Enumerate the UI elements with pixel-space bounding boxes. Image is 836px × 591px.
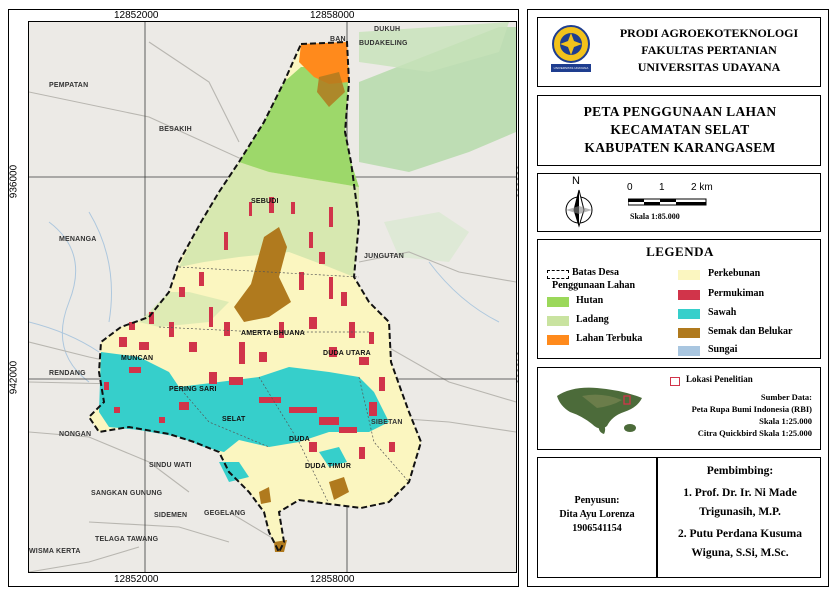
author-name: Dita Ayu Lorenza: [559, 509, 635, 520]
supervisor-heading: Pembimbing:: [706, 465, 774, 477]
north-arrow-icon: [565, 189, 593, 228]
grid-label-top-2: 12858000: [310, 10, 355, 21]
grid-label-left-2: 942000: [8, 360, 20, 395]
grid-label-left-1: 936000: [8, 164, 20, 199]
legend-ladang-label: Ladang: [576, 314, 609, 325]
landuse-permukiman: [104, 197, 395, 459]
legend-sungai-label: Sungai: [708, 344, 738, 355]
map-canvas: [29, 22, 516, 572]
grid-label-bottom-1: 12852000: [114, 574, 159, 585]
credits-panel: Penyusun: Dita Ayu Lorenza 1906541154 Pe…: [537, 457, 821, 578]
source-2: Citra Quickbird Skala 1:25.000: [697, 428, 812, 438]
place-besakih: BESAKIH: [159, 126, 192, 133]
legend-permukiman-label: Permukiman: [708, 288, 765, 299]
legend-landuse-heading: Penggunaan Lahan: [552, 280, 636, 291]
place-sidemen: SIDEMEN: [154, 512, 188, 519]
legend-hutan-label: Hutan: [576, 295, 604, 306]
scale-bar: [628, 198, 707, 206]
place-duda-timur: DUDA TIMUR: [305, 463, 352, 470]
grid-label-top-1: 12852000: [114, 10, 159, 21]
credits-divider: [656, 458, 658, 577]
grid-label-bottom-2: 12858000: [310, 574, 355, 585]
place-gegelang: GEGELANG: [204, 510, 246, 517]
place-sebudi: SEBUDI: [251, 198, 279, 205]
study-location-marker: [623, 395, 631, 405]
place-wisma-kerta: WISMA KERTA: [29, 548, 81, 555]
scale-tick-0: 0: [627, 182, 633, 193]
place-sangkan-gunung: SANGKAN GUNUNG: [91, 490, 163, 497]
place-rendang: RENDANG: [49, 370, 86, 377]
place-jungutan: JUNGUTAN: [364, 253, 404, 260]
place-pempatan: PEMPATAN: [49, 82, 89, 89]
logo-caption: UNIVERSITAS UDAYANA: [553, 66, 589, 70]
place-menanga: MENANGA: [59, 236, 97, 243]
map-title-line-3: KABUPATEN KARANGASEM: [584, 140, 776, 155]
scale-text: Skala 1:85.000: [630, 212, 680, 221]
scale-tick-2: 2 km: [691, 182, 713, 193]
legend-boundary-swatch: [547, 270, 569, 279]
supervisor-line-4: Wiguna, S.Si, M.Sc.: [691, 547, 789, 559]
place-pering-sari: PERING SARI: [169, 386, 217, 393]
place-telaga-tawang: TELAGA TAWANG: [95, 536, 159, 543]
author-id: 1906541154: [572, 523, 622, 534]
scale-tick-1: 1: [659, 182, 665, 193]
author-heading: Penyusun:: [574, 495, 620, 506]
legend-perkebunan-swatch: [678, 270, 700, 280]
institution-panel: UNIVERSITAS UDAYANA PRODI AGROEKOTEKNOLO…: [537, 17, 821, 87]
legend-title: LEGENDA: [646, 244, 714, 259]
location-marker-swatch: [670, 377, 680, 386]
scale-panel: N 0 1 2 km Skala 1:85.000: [537, 173, 821, 232]
bali-inset-map: [552, 376, 652, 436]
place-muncan: MUNCAN: [121, 355, 154, 362]
place-ban: BAN: [330, 36, 346, 43]
land-use-map[interactable]: BAN DUKUH BUDAKELING PEMPATAN BESAKIH SE…: [28, 21, 517, 573]
institution-line-2: FAKULTAS PERTANIAN: [641, 43, 777, 57]
legend-perkebunan-label: Perkebunan: [708, 268, 761, 279]
map-title-line-1: PETA PENGGUNAAN LAHAN: [583, 104, 777, 119]
legend-semak-label: Semak dan Belukar: [708, 326, 793, 337]
basemap-forest-east: [359, 27, 516, 172]
legend-lahan-terbuka-swatch: [547, 335, 569, 345]
source-heading: Sumber Data:: [760, 392, 812, 402]
institution-line-3: UNIVERSITAS UDAYANA: [637, 60, 781, 74]
place-duda-utara: DUDA UTARA: [323, 350, 371, 357]
place-selat: SELAT: [222, 416, 246, 423]
supervisor-line-2: Trigunasih, M.P.: [699, 506, 781, 518]
landuse-sawah: [99, 352, 389, 452]
location-panel: Lokasi Penelitian Sumber Data: Peta Rupa…: [537, 367, 821, 450]
university-logo: [551, 25, 591, 72]
north-label: N: [572, 175, 580, 187]
title-panel: PETA PENGGUNAAN LAHAN KECAMATAN SELAT KA…: [537, 95, 821, 166]
place-nongan: NONGAN: [59, 431, 92, 438]
landuse-semak: [234, 227, 291, 322]
place-dukuh: DUKUH: [374, 26, 401, 33]
supervisor-line-3: 2. Putu Perdana Kusuma: [678, 528, 802, 540]
place-sibetan: SIBETAN: [371, 419, 403, 426]
legend-sawah-label: Sawah: [708, 307, 737, 318]
legend-semak-swatch: [678, 328, 700, 338]
place-sindu-wati: SINDU WATI: [149, 462, 192, 469]
source-1-scale: Skala 1:25.000: [759, 416, 812, 426]
place-duda: DUDA: [289, 436, 311, 443]
legend-panel: LEGENDA Batas Desa Penggunaan Lahan Huta…: [537, 239, 821, 359]
legend-hutan-swatch: [547, 297, 569, 307]
source-1: Peta Rupa Bumi Indonesia (RBI): [691, 404, 812, 414]
sidebar-frame: [527, 9, 829, 587]
place-budakeling: BUDAKELING: [359, 40, 408, 47]
map-title-line-2: KECAMATAN SELAT: [610, 122, 750, 137]
location-label: Lokasi Penelitian: [686, 374, 753, 384]
legend-permukiman-swatch: [678, 290, 700, 300]
legend-sawah-swatch: [678, 309, 700, 319]
legend-lahan-terbuka-label: Lahan Terbuka: [576, 333, 643, 344]
legend-ladang-swatch: [547, 316, 569, 326]
place-amerta-bhuana: AMERTA BHUANA: [241, 330, 306, 337]
map-frame: [8, 9, 519, 587]
institution-line-1: PRODI AGROEKOTEKNOLOGI: [619, 26, 799, 40]
district-boundary: [87, 40, 423, 555]
supervisor-line-1: 1. Prof. Dr. Ir. Ni Made: [683, 487, 797, 499]
legend-boundary-label: Batas Desa: [572, 267, 619, 278]
legend-sungai-swatch: [678, 346, 700, 356]
